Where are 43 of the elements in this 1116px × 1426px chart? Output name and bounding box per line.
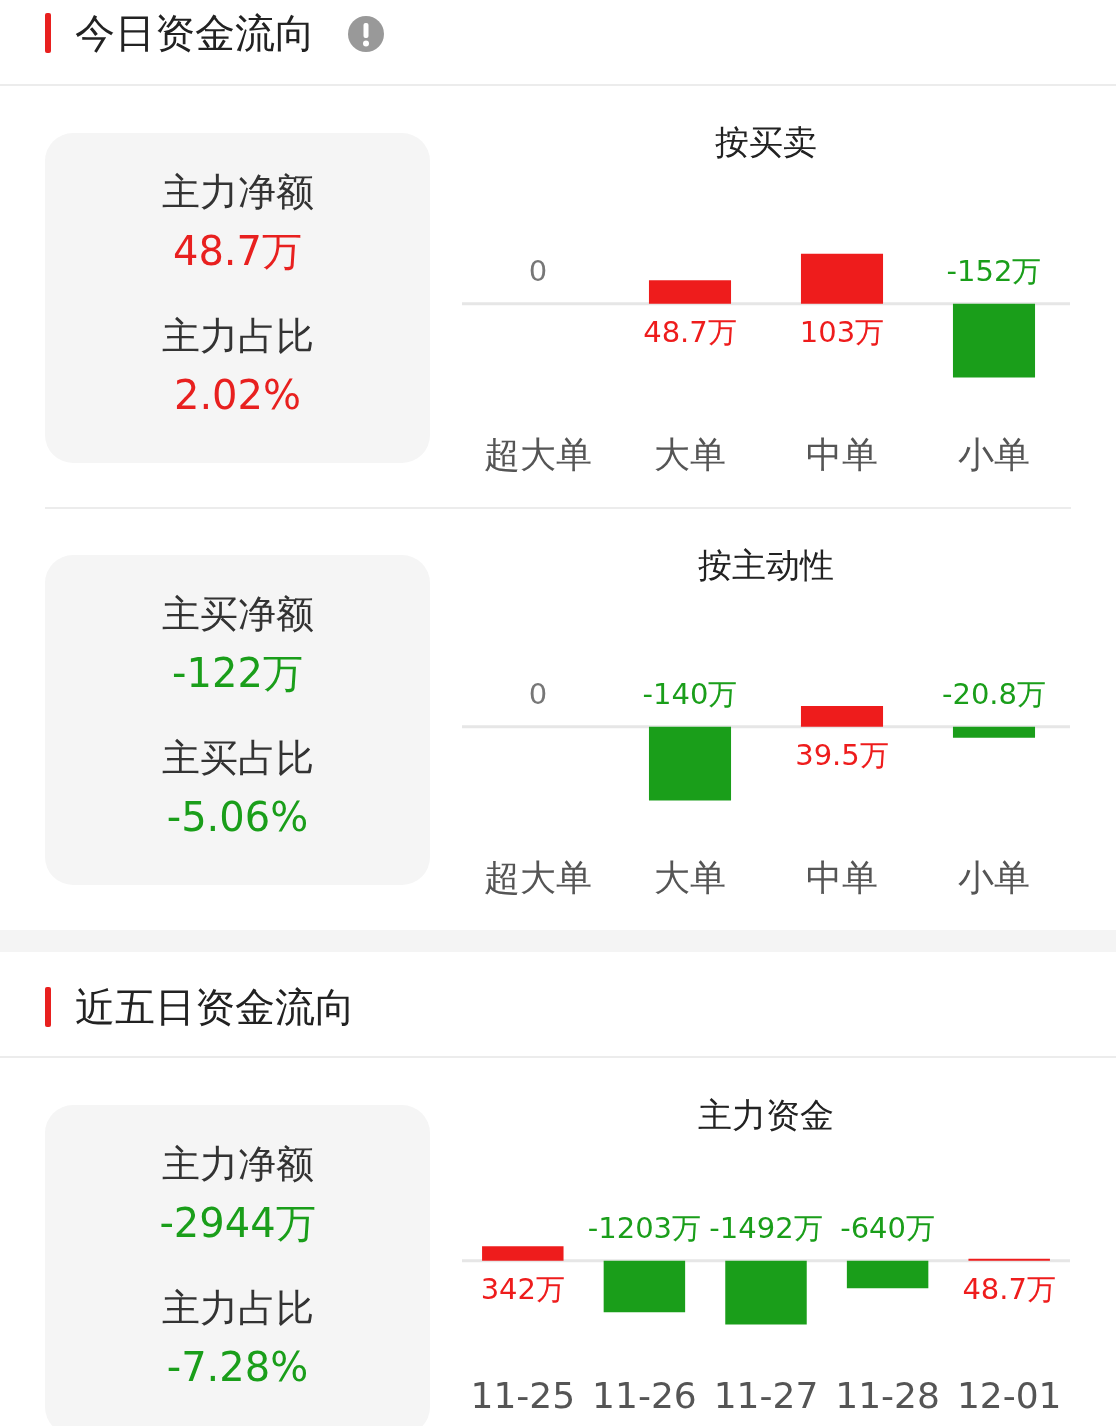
text: -2944万 xyxy=(158,1200,317,1246)
x-tick-label: 11-25 xyxy=(470,1374,576,1416)
x-tick-label: 11-26 xyxy=(592,1374,697,1416)
text: 近五日资金流向 xyxy=(75,984,355,1030)
data-label: -20.8万 xyxy=(941,676,1047,711)
x-tick-label: 小单 xyxy=(958,856,1030,898)
text: -5.06% xyxy=(165,794,310,840)
data-label: 0 xyxy=(528,676,548,711)
data-label: 103万 xyxy=(799,314,885,349)
text: -122万 xyxy=(171,650,304,696)
data-label: 39.5万 xyxy=(795,737,889,772)
text: 今日资金流向 xyxy=(75,10,315,56)
text: 48.7万 xyxy=(171,228,304,274)
text: 主买净额 xyxy=(160,592,315,636)
text: 2.02% xyxy=(172,372,303,418)
data-label: 342万 xyxy=(480,1271,565,1306)
chart-title: 按主动性 xyxy=(698,545,834,586)
text: -7.28% xyxy=(165,1344,310,1390)
chart-title: 主力资金 xyxy=(698,1095,834,1136)
x-tick-label: 11-27 xyxy=(713,1374,819,1416)
data-label: 0 xyxy=(528,253,548,288)
data-label: -640万 xyxy=(840,1210,936,1245)
text: 主力占比 xyxy=(160,1286,315,1330)
x-tick-label: 小单 xyxy=(958,433,1030,475)
x-tick-label: 中单 xyxy=(806,856,878,898)
x-tick-label: 超大单 xyxy=(484,433,592,475)
data-label: -140万 xyxy=(642,676,738,711)
data-label: -152万 xyxy=(946,253,1042,288)
x-tick-label: 超大单 xyxy=(484,856,592,898)
x-tick-label: 中单 xyxy=(806,433,878,475)
x-tick-label: 大单 xyxy=(654,856,726,898)
data-label: 48.7万 xyxy=(643,314,737,349)
x-tick-label: 11-28 xyxy=(835,1374,940,1416)
data-label: -1203万 xyxy=(587,1210,702,1245)
chart-title: 按买卖 xyxy=(715,122,817,163)
data-label: -1492万 xyxy=(709,1210,823,1245)
data-label: 48.7万 xyxy=(962,1271,1056,1306)
text: 主力净额 xyxy=(160,170,315,214)
x-tick-label: 大单 xyxy=(654,433,726,475)
text: 主力占比 xyxy=(160,314,315,358)
text: 主买占比 xyxy=(160,736,315,780)
text: 主力净额 xyxy=(160,1142,315,1186)
x-tick-label: 12-01 xyxy=(956,1374,1062,1416)
